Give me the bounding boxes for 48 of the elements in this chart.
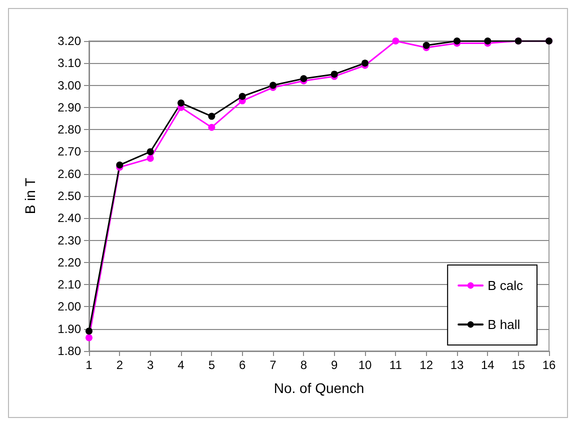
point	[454, 38, 460, 44]
y-tick-label: 3.00	[58, 78, 82, 92]
x-tick-label: 9	[330, 358, 338, 372]
y-tick-label: 2.30	[58, 233, 82, 248]
point	[146, 148, 154, 156]
legend-label: B calc	[488, 278, 524, 293]
y-tick-label: 1.90	[58, 322, 82, 336]
x-tick-label: 1	[86, 358, 93, 372]
x-tick-label: 14	[480, 358, 495, 372]
y-tick-label: 2.90	[58, 100, 82, 114]
y-tick-label: 2.80	[58, 122, 82, 137]
point	[484, 38, 492, 44]
x-axis-title: No. of Quench	[274, 380, 364, 396]
y-tick-label: 3.10	[58, 56, 82, 70]
x-tick-label: 10	[358, 358, 372, 372]
point	[392, 38, 400, 44]
point	[116, 162, 124, 168]
y-tick-label: 2.00	[58, 300, 82, 314]
y-tick-label: 2.10	[58, 278, 82, 292]
legend-label: B hall	[488, 317, 520, 332]
y-axis-title: B in T	[22, 177, 38, 214]
point	[270, 82, 276, 89]
x-tick-label: 2	[116, 358, 124, 372]
y-tick-label: 1.80	[58, 344, 82, 358]
x-tick-label: 15	[512, 358, 526, 372]
x-tick-label: 4	[178, 358, 185, 372]
y-tick-label: 2.60	[58, 166, 82, 181]
point	[422, 42, 430, 49]
x-tick-label: 16	[542, 358, 556, 372]
point	[208, 112, 216, 120]
x-tick-label: 13	[450, 358, 464, 372]
x-tick-label: 12	[420, 358, 434, 372]
point	[146, 154, 154, 162]
point	[86, 334, 92, 342]
y-tick-label: 2.50	[58, 189, 82, 203]
y-tick-label: 3.20	[58, 34, 82, 48]
y-tick-label: 2.40	[58, 211, 82, 226]
x-tick-label: 3	[146, 358, 154, 372]
x-tick-label: 7	[270, 358, 277, 372]
y-tick-label: 2.20	[58, 255, 82, 270]
point	[238, 92, 246, 100]
point	[208, 124, 216, 131]
x-tick-label: 6	[238, 358, 246, 372]
y-tick-label: 2.70	[58, 144, 82, 159]
x-tick-label: 8	[300, 358, 308, 372]
x-tick-label: 11	[389, 358, 402, 372]
x-tick-label: 5	[208, 358, 216, 372]
point	[178, 100, 184, 106]
